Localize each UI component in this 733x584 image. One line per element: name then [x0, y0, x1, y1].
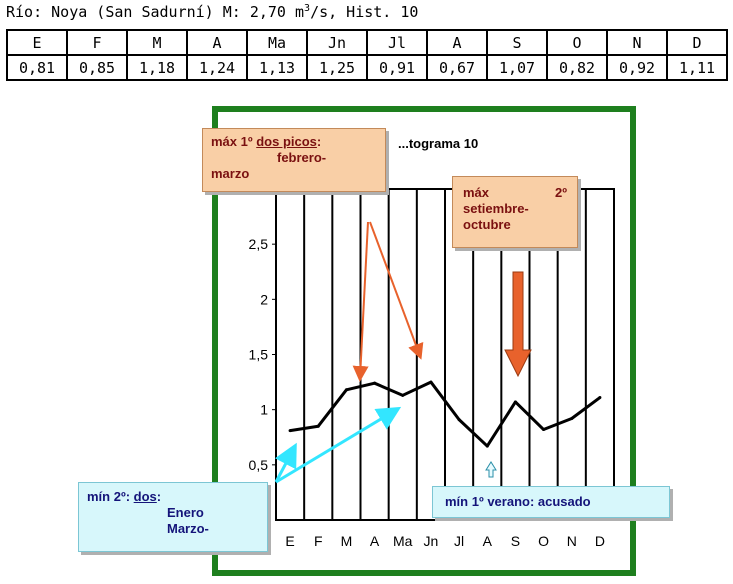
month-header-cell: F [66, 29, 128, 56]
flow-value-cell: 1,07 [486, 54, 548, 81]
data-point [288, 429, 292, 433]
month-header-cell: Jl [366, 29, 428, 56]
x-tick-label: N [567, 533, 577, 549]
x-tick-label: S [511, 533, 520, 549]
data-point [401, 393, 405, 397]
flow-value-cell: 0,91 [366, 54, 428, 81]
y-tick-label: 2,5 [249, 236, 269, 252]
month-header-cell: N [606, 29, 668, 56]
flow-value-cell: 0,92 [606, 54, 668, 81]
month-header-cell: A [426, 29, 488, 56]
x-tick-label: O [538, 533, 549, 549]
unit-superscript: 3 [304, 3, 311, 14]
chart-title: ...tograma 10 [398, 136, 478, 151]
month-header-cell: A [186, 29, 248, 56]
data-point [513, 400, 517, 404]
flow-value-cell: 1,24 [186, 54, 248, 81]
monthly-flow-table: E F M A Ma Jn Jl A S O N D 0,81 0,85 1,18 1,24 1,13 1,25… [6, 29, 728, 81]
max1-arrow-2 [369, 221, 424, 360]
max2-arrow [504, 271, 532, 378]
x-tick-label: Jn [424, 533, 439, 549]
month-header-row: E F M A Ma Jn Jl A S O N D [6, 29, 728, 56]
x-tick-label: F [314, 533, 323, 549]
month-header-cell: S [486, 29, 548, 56]
y-tick-label: 2 [260, 291, 268, 307]
callout-min2: mín 2º: dos: Enero Marzo- [78, 482, 268, 552]
min2-arrow-1 [274, 442, 297, 483]
data-point [316, 424, 320, 428]
y-tick-label: 1 [260, 402, 268, 418]
callout-max1: máx 1º dos picos: febrero- marzo [202, 128, 386, 192]
data-point [570, 416, 574, 420]
x-tick-label: M [341, 533, 353, 549]
callout-max2: máx 2º setiembre- octubre [452, 176, 578, 248]
x-tick-label: D [595, 533, 605, 549]
callout-min1: mín 1º verano: acusado [432, 486, 670, 518]
y-tick-label: 0,5 [249, 457, 269, 473]
y-tick-label: 1,5 [249, 347, 269, 363]
month-header-cell: Jn [306, 29, 368, 56]
month-header-cell: D [666, 29, 728, 56]
flow-value-cell: 0,82 [546, 54, 608, 81]
x-tick-label: E [285, 533, 294, 549]
river-name: Noya (San Sadurní) M: 2,70 m [51, 3, 305, 21]
max1-arrow-1 [352, 221, 369, 382]
series-line [289, 380, 601, 448]
x-tick-label: A [370, 533, 380, 549]
month-header-cell: O [546, 29, 608, 56]
data-point [429, 380, 433, 384]
x-tick-label: A [483, 533, 493, 549]
flow-value-cell: 1,25 [306, 54, 368, 81]
flow-value-cell: 1,13 [246, 54, 308, 81]
flow-value-cell: 1,11 [666, 54, 728, 81]
data-point [344, 388, 348, 392]
x-tick-label: Ma [393, 533, 413, 549]
flow-value-cell: 0,67 [426, 54, 488, 81]
data-point [485, 444, 489, 448]
min2-arrow-2 [275, 406, 402, 484]
min1-arrow [485, 461, 497, 478]
data-point [542, 428, 546, 432]
data-point [598, 396, 602, 400]
flow-value-cell: 0,81 [6, 54, 68, 81]
header-suffix: /s, Hist. 10 [310, 3, 419, 21]
flow-value-cell: 0,85 [66, 54, 128, 81]
flow-values-row: 0,81 0,85 1,18 1,24 1,13 1,25 0,91 0,67 1,07 0,82… [6, 54, 728, 81]
month-header-cell: E [6, 29, 68, 56]
data-point [457, 418, 461, 422]
month-header-cell: Ma [246, 29, 308, 56]
chart-frame: ...tograma 10 0,5 1 1,5 2 2,5 E F M A Ma Jn Jl A S O N D … [78, 106, 670, 576]
month-header-cell: M [126, 29, 188, 56]
data-point [373, 381, 377, 385]
flow-value-cell: 1,18 [126, 54, 188, 81]
station-header: Río: Noya (San Sadurní) M: 2,70 m3/s, Hi… [6, 3, 418, 21]
x-tick-label: Jl [454, 533, 464, 549]
river-label: Río: [6, 3, 43, 21]
